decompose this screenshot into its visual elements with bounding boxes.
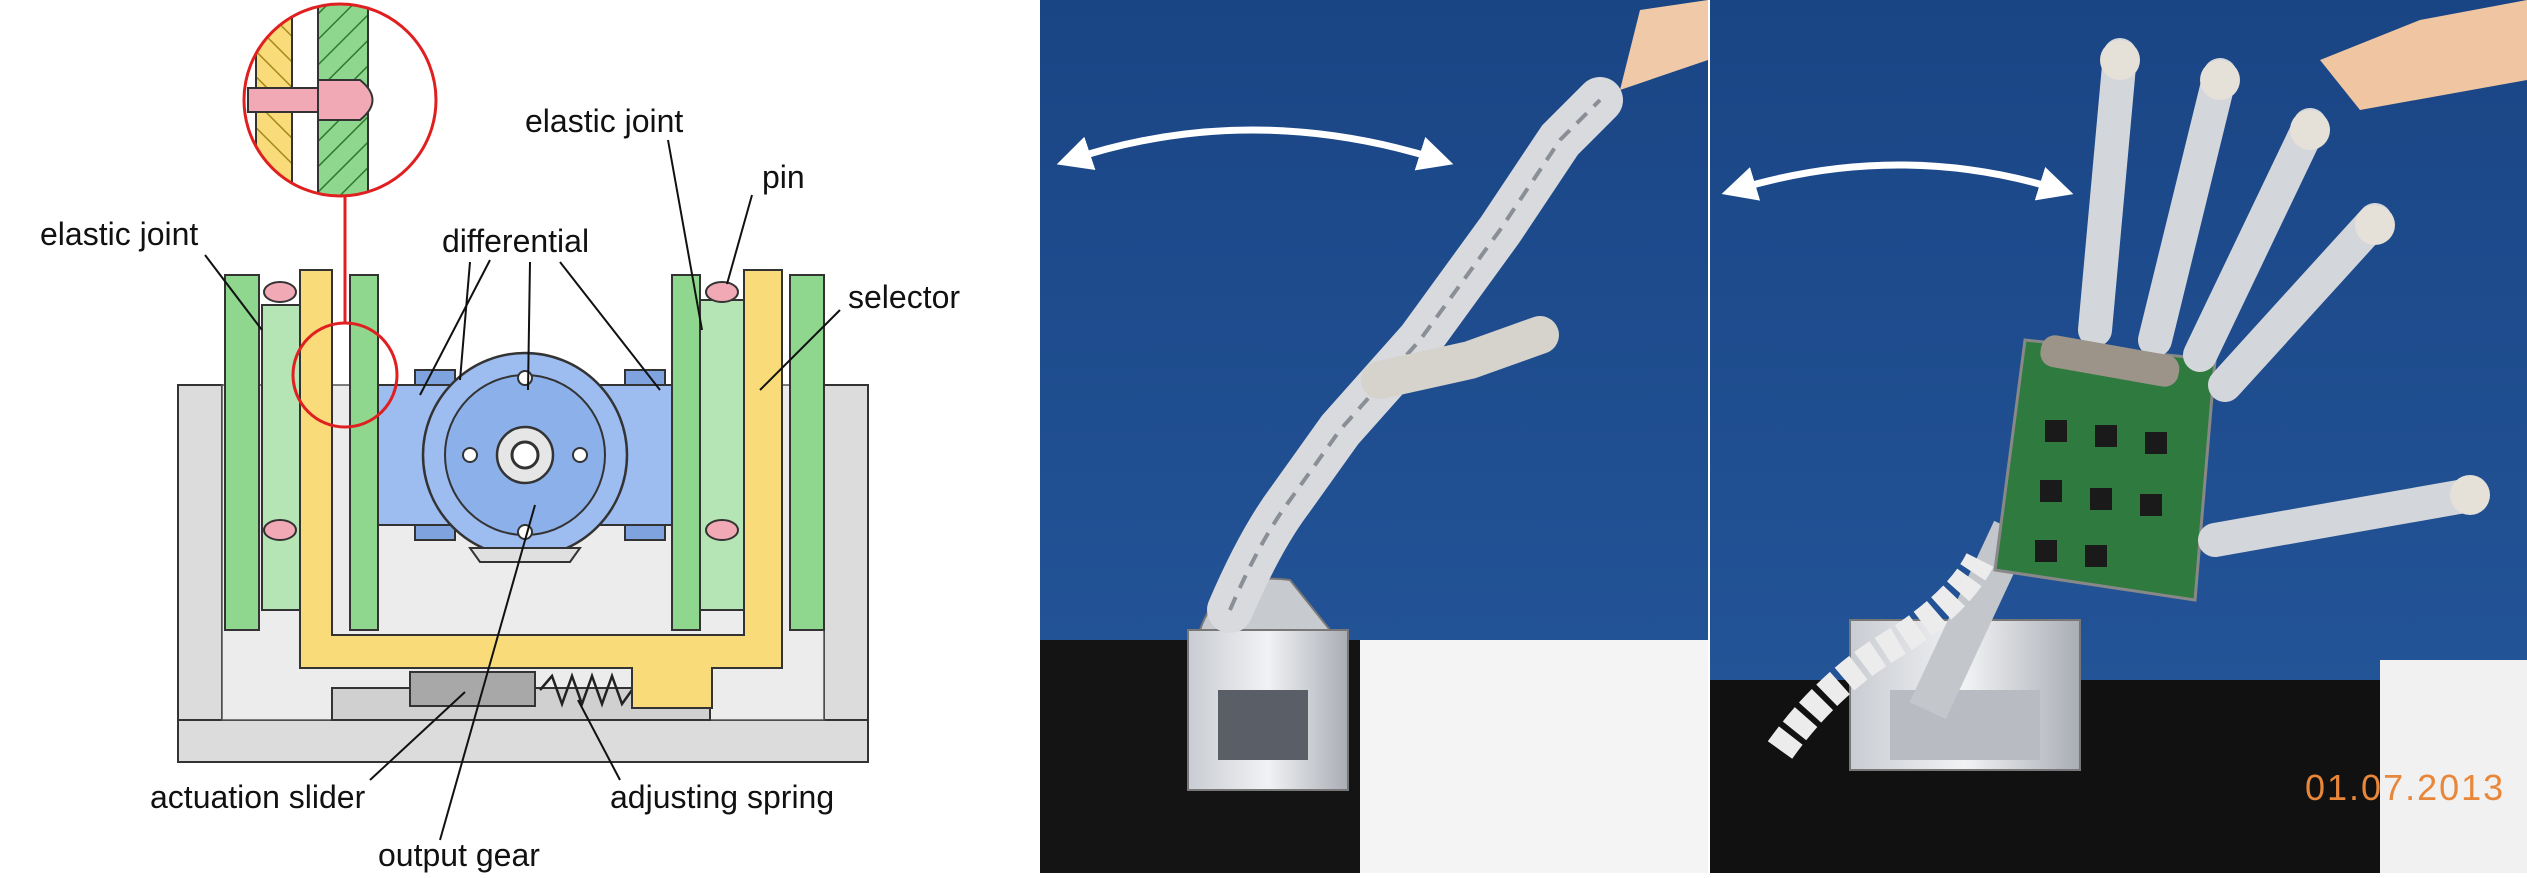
- leader-lines: [204, 139, 841, 841]
- gear-bolt: [572, 447, 588, 463]
- label-selector: selector: [848, 279, 960, 315]
- elastic-plate-left-mid: [261, 304, 301, 611]
- label-differential: differential: [442, 223, 589, 259]
- photo-full-hand: 01.07.2013: [1710, 0, 2527, 873]
- label-pin: pin: [762, 159, 805, 195]
- adjusting-spring: [539, 672, 634, 708]
- photo-single-finger: [1040, 0, 1708, 873]
- detail-zoom-inset: [244, 4, 436, 196]
- pin-left-top: [263, 281, 297, 303]
- differential-gear-axle: [510, 440, 540, 470]
- pin-right-bottom: [705, 519, 739, 541]
- base-plate: [177, 719, 869, 763]
- frame-right: [823, 384, 869, 721]
- pin-right-top: [705, 281, 739, 303]
- gear-bolt: [462, 447, 478, 463]
- differential-bottom-cap: [468, 547, 582, 563]
- frame-left: [177, 384, 223, 721]
- selector-bracket: [299, 269, 783, 709]
- mechanism-diagram: elastic joint differential elastic joint…: [40, 2, 960, 873]
- actuation-slider-block: [409, 671, 536, 707]
- elastic-plate-right-mid: [699, 299, 745, 611]
- pin-left-bottom: [263, 519, 297, 541]
- label-output-gear: output gear: [378, 837, 540, 873]
- detail-zoom-circle: [242, 2, 438, 198]
- elastic-plate-right-inner: [671, 274, 701, 631]
- motion-arrow-left-photo: [1056, 126, 1454, 171]
- elastic-plate-left-inner: [349, 274, 379, 631]
- motion-arrow-right-photo: [1721, 161, 2074, 201]
- label-elastic-joint-right: elastic joint: [525, 103, 683, 139]
- date-stamp: 01.07.2013: [2305, 767, 2505, 808]
- label-actuation-slider: actuation slider: [150, 779, 366, 815]
- gear-bolt: [517, 370, 533, 386]
- label-adjusting-spring: adjusting spring: [610, 779, 834, 815]
- elastic-plate-right-outer: [789, 274, 825, 631]
- elastic-plate-left-outer: [224, 274, 260, 631]
- label-elastic-joint-left: elastic joint: [40, 216, 198, 252]
